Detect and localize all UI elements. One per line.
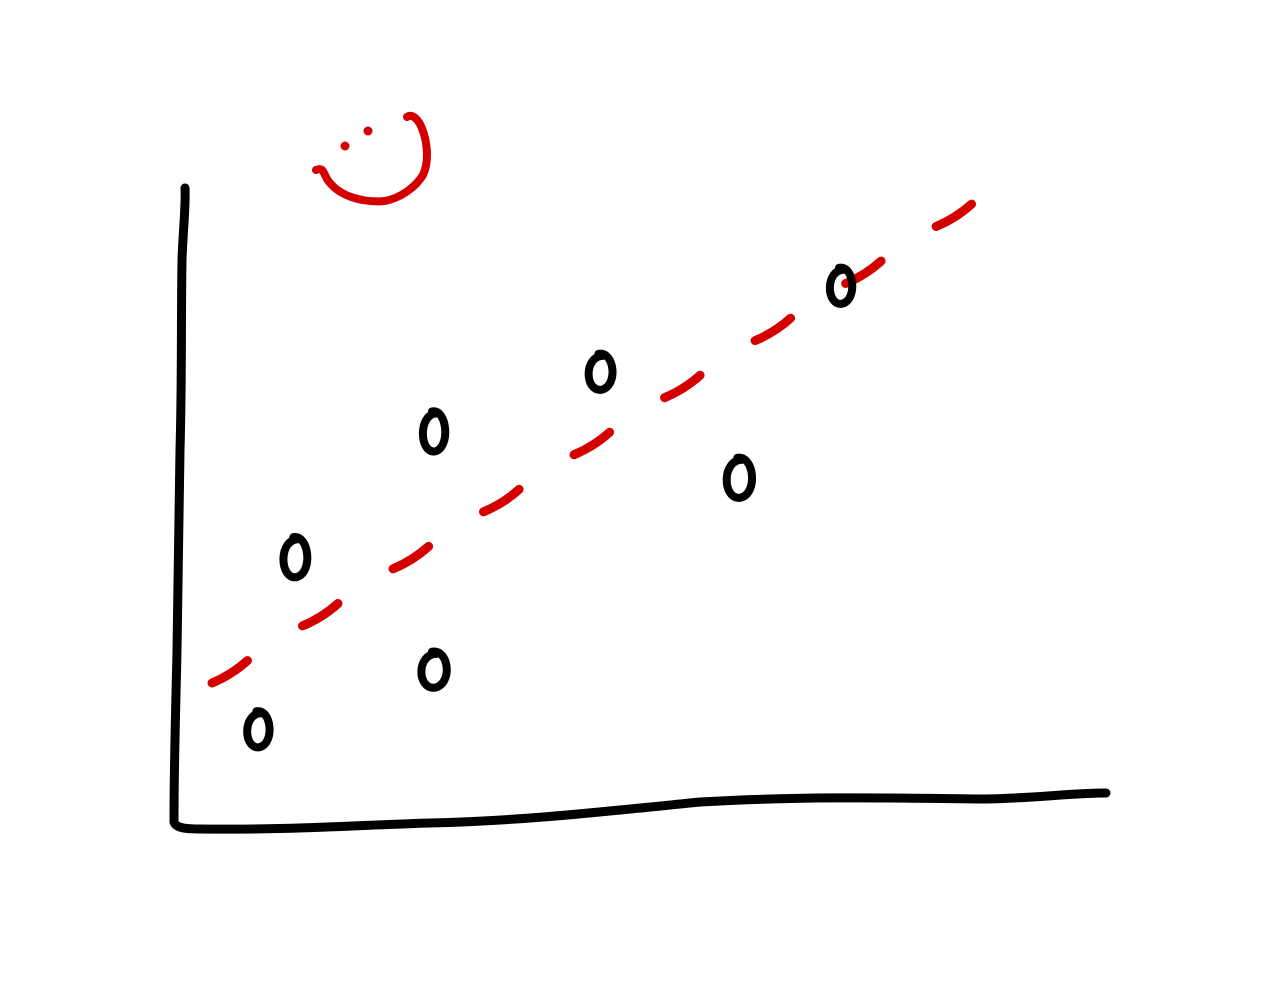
data-point	[722, 453, 757, 502]
smiley-eye-left	[340, 141, 350, 151]
y-axis	[169, 183, 190, 827]
trend-line-dash	[388, 541, 434, 574]
data-point	[825, 263, 857, 308]
trend-line-dash	[479, 484, 524, 517]
smiley-eye-right	[363, 126, 373, 136]
trend-line-dash	[660, 370, 705, 403]
data-point	[243, 707, 274, 752]
trend-line-dash	[569, 427, 615, 460]
trend-line-dash	[207, 656, 252, 688]
data-point	[417, 647, 451, 692]
x-axis	[169, 788, 1111, 834]
data-point	[279, 533, 312, 582]
data-points	[243, 263, 857, 752]
trend-line-dash	[750, 313, 796, 346]
data-point	[418, 407, 450, 456]
trend-line-dash	[298, 599, 343, 631]
trend-line	[207, 199, 977, 688]
data-point	[584, 349, 617, 394]
smiley-face-icon	[312, 111, 431, 206]
smiley-mouth	[312, 111, 431, 206]
trend-line-dash	[931, 199, 977, 231]
